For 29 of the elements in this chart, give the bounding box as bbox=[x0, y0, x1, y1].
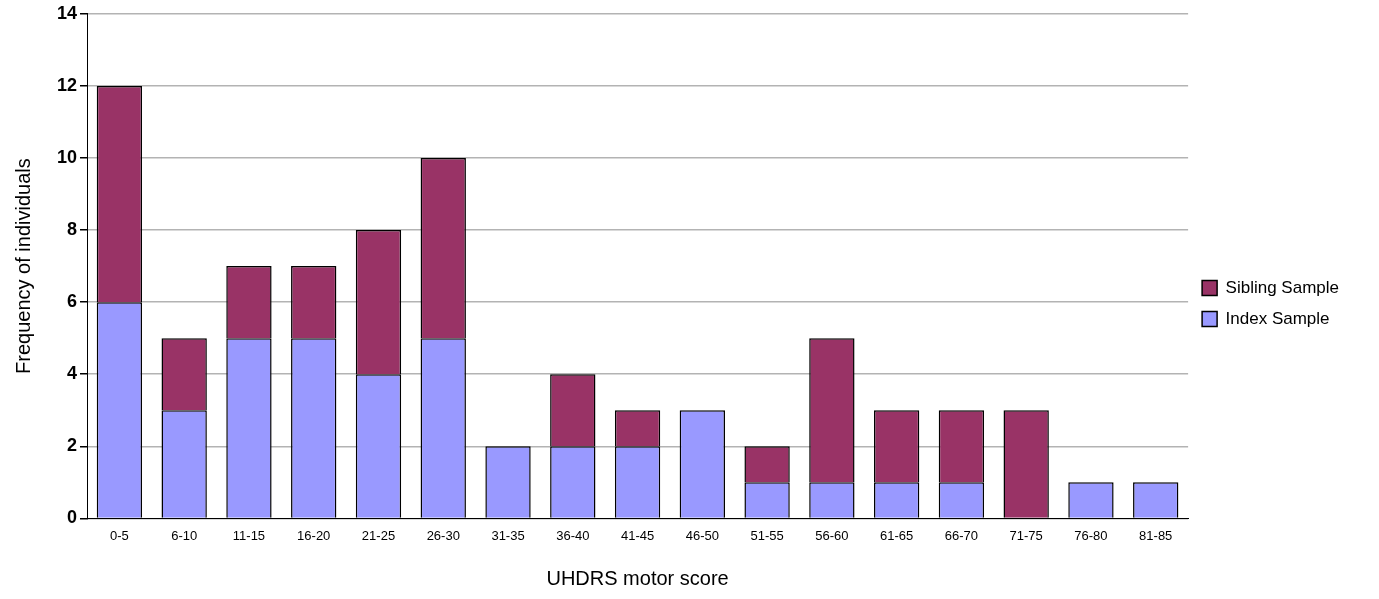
x-tick-label: 11-15 bbox=[232, 527, 266, 543]
x-tick-label: 6-10 bbox=[171, 527, 198, 543]
legend-label: Index Sample bbox=[1225, 308, 1330, 328]
legend-label: Sibling Sample bbox=[1225, 277, 1340, 297]
x-tick-label: 46-50 bbox=[685, 527, 719, 543]
y-tick-label: 2 bbox=[67, 435, 78, 456]
y-tick-label: 8 bbox=[67, 219, 78, 240]
x-tick-label: 81-85 bbox=[1139, 527, 1173, 543]
x-tick-label: 16-20 bbox=[297, 527, 331, 543]
x-tick-label: 71-75 bbox=[1009, 527, 1043, 543]
y-tick-label: 10 bbox=[56, 146, 78, 167]
x-tick-label: 36-40 bbox=[556, 527, 590, 543]
y-tick-label: 0 bbox=[67, 507, 78, 528]
x-tick-label: 0-5 bbox=[110, 527, 129, 543]
x-tick-label: 61-65 bbox=[880, 527, 914, 543]
x-tick-label: 66-70 bbox=[944, 527, 979, 543]
x-tick-label: 41-45 bbox=[620, 527, 655, 543]
y-tick-label: 4 bbox=[67, 363, 78, 384]
y-tick-label: 6 bbox=[67, 291, 78, 312]
y-tick-label: 12 bbox=[56, 74, 78, 95]
x-tick-label: 21-25 bbox=[361, 527, 396, 543]
y-axis-title: Frequency of individuals bbox=[11, 158, 34, 374]
x-tick-label: 76-80 bbox=[1074, 527, 1108, 543]
x-tick-label: 26-30 bbox=[426, 527, 460, 543]
x-axis-title: UHDRS motor score bbox=[546, 566, 729, 589]
x-tick-label: 56-60 bbox=[815, 527, 849, 543]
x-tick-label: 31-35 bbox=[491, 527, 525, 543]
x-tick-label: 51-55 bbox=[750, 527, 784, 543]
y-tick-label: 14 bbox=[56, 2, 78, 23]
